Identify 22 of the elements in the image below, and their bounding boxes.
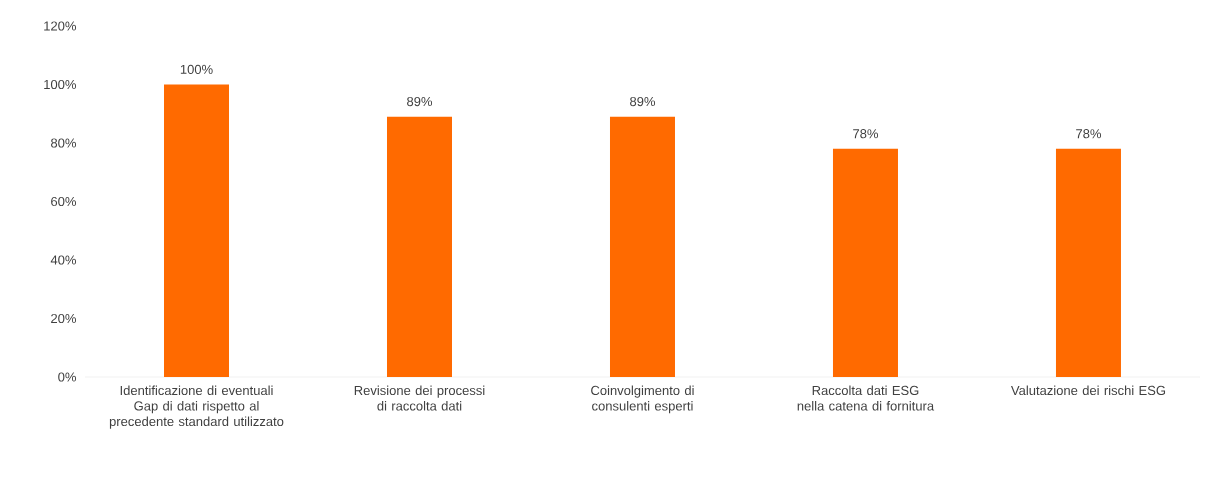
bar	[164, 84, 229, 377]
data-label: 89%	[407, 96, 433, 107]
bar	[1055, 148, 1121, 377]
x-tick-label: Identificazione di eventuali Gap di dati rispetto al precedente standard utilizzato	[109, 385, 284, 429]
y-tick-label: 100%	[44, 79, 77, 90]
x-tick-label: Raccolta dati ESG nella catena di fornitura	[797, 385, 935, 411]
y-tick-label: 20%	[51, 313, 77, 324]
y-tick-label: 0%	[58, 372, 77, 382]
data-label: 78%	[1076, 129, 1102, 139]
y-tick-label: 120%	[44, 21, 77, 31]
y-tick-label: 80%	[51, 138, 77, 148]
data-label: 100%	[180, 64, 213, 74]
bar	[832, 148, 898, 377]
x-tick-label: Coinvolgimento di consulenti esperti	[591, 385, 694, 414]
data-label: 78%	[853, 129, 879, 139]
x-tick-label: Revisione dei processi di raccolta dati	[354, 385, 485, 411]
y-tick-label: 60%	[51, 196, 77, 207]
data-label: 89%	[630, 96, 656, 107]
bar	[609, 116, 675, 377]
y-tick-label: 40%	[50, 255, 77, 265]
bar	[387, 116, 452, 377]
x-tick-label: Valutazione dei rischi ESG	[1010, 385, 1166, 396]
